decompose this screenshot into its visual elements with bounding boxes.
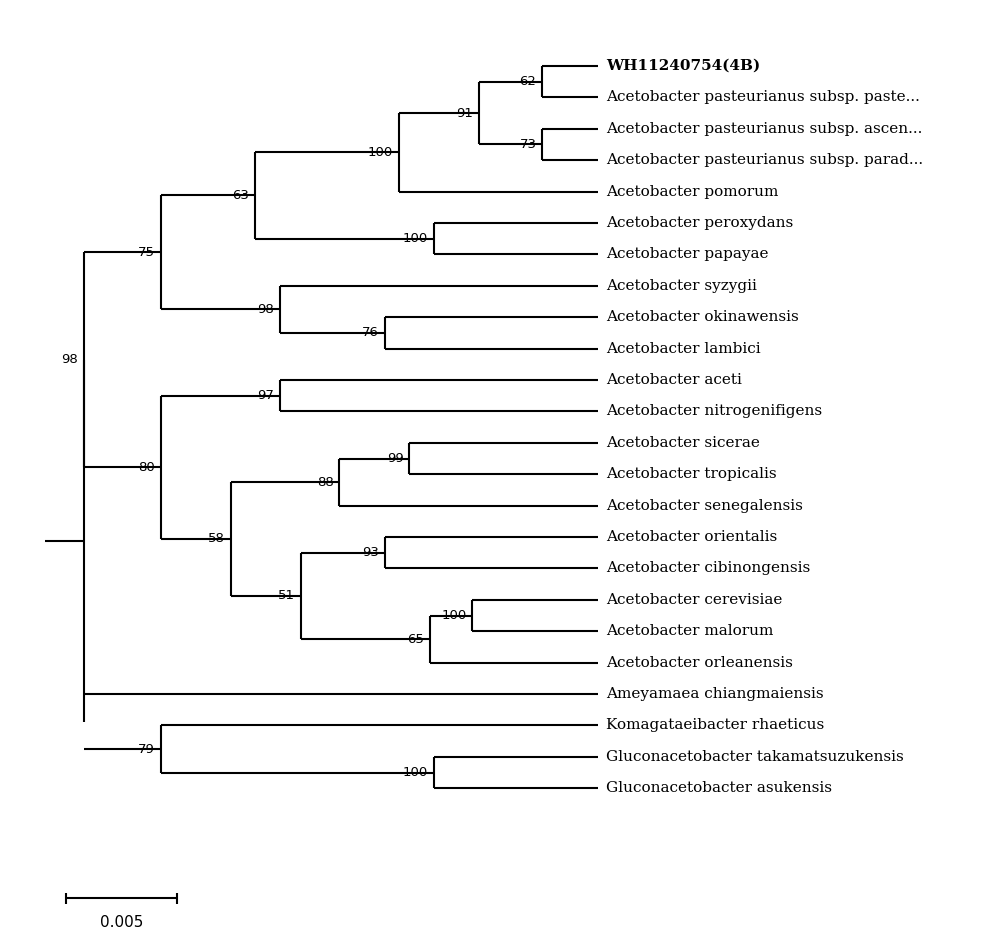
Text: Acetobacter syzygii: Acetobacter syzygii (606, 279, 757, 293)
Text: 97: 97 (257, 389, 274, 402)
Text: Acetobacter orientalis: Acetobacter orientalis (606, 530, 778, 544)
Text: 58: 58 (208, 532, 225, 546)
Text: 62: 62 (520, 75, 536, 88)
Text: 93: 93 (362, 546, 379, 560)
Text: Acetobacter okinawensis: Acetobacter okinawensis (606, 310, 799, 324)
Text: Acetobacter cibinongensis: Acetobacter cibinongensis (606, 562, 811, 576)
Text: 100: 100 (368, 146, 393, 159)
Text: 79: 79 (138, 743, 155, 756)
Text: Acetobacter sicerae: Acetobacter sicerae (606, 436, 760, 450)
Text: 100: 100 (403, 232, 428, 245)
Text: Acetobacter peroxydans: Acetobacter peroxydans (606, 216, 794, 230)
Text: 73: 73 (519, 138, 536, 151)
Text: Acetobacter pomorum: Acetobacter pomorum (606, 185, 779, 198)
Text: 76: 76 (362, 327, 379, 339)
Text: 88: 88 (317, 475, 333, 488)
Text: Acetobacter senegalensis: Acetobacter senegalensis (606, 499, 803, 513)
Text: 75: 75 (138, 246, 155, 259)
Text: Acetobacter orleanensis: Acetobacter orleanensis (606, 655, 793, 670)
Text: 0.005: 0.005 (100, 916, 143, 931)
Text: 80: 80 (138, 461, 155, 474)
Text: 99: 99 (387, 452, 403, 465)
Text: Acetobacter aceti: Acetobacter aceti (606, 373, 742, 387)
Text: 100: 100 (403, 766, 428, 779)
Text: Acetobacter lambici: Acetobacter lambici (606, 342, 761, 356)
Text: 63: 63 (233, 189, 249, 202)
Text: 98: 98 (61, 353, 78, 366)
Text: Gluconacetobacter asukensis: Gluconacetobacter asukensis (606, 781, 832, 795)
Text: 65: 65 (408, 633, 424, 646)
Text: 91: 91 (457, 106, 473, 119)
Text: Acetobacter pasteurianus subsp. parad...: Acetobacter pasteurianus subsp. parad... (606, 153, 924, 167)
Text: Acetobacter nitrogenifigens: Acetobacter nitrogenifigens (606, 405, 823, 419)
Text: Acetobacter tropicalis: Acetobacter tropicalis (606, 468, 777, 481)
Text: 98: 98 (257, 302, 274, 316)
Text: Gluconacetobacter takamatsuzukensis: Gluconacetobacter takamatsuzukensis (606, 750, 904, 763)
Text: Acetobacter malorum: Acetobacter malorum (606, 624, 774, 639)
Text: Ameyamaea chiangmaiensis: Ameyamaea chiangmaiensis (606, 687, 824, 701)
Text: 51: 51 (278, 590, 295, 603)
Text: Acetobacter papayae: Acetobacter papayae (606, 247, 769, 261)
Text: Komagataeibacter rhaeticus: Komagataeibacter rhaeticus (606, 718, 825, 732)
Text: WH11240754(4B): WH11240754(4B) (606, 59, 761, 73)
Text: Acetobacter pasteurianus subsp. paste...: Acetobacter pasteurianus subsp. paste... (606, 90, 920, 104)
Text: Acetobacter pasteurianus subsp. ascen...: Acetobacter pasteurianus subsp. ascen... (606, 122, 923, 136)
Text: Acetobacter cerevisiae: Acetobacter cerevisiae (606, 593, 783, 607)
Text: 100: 100 (441, 609, 466, 622)
